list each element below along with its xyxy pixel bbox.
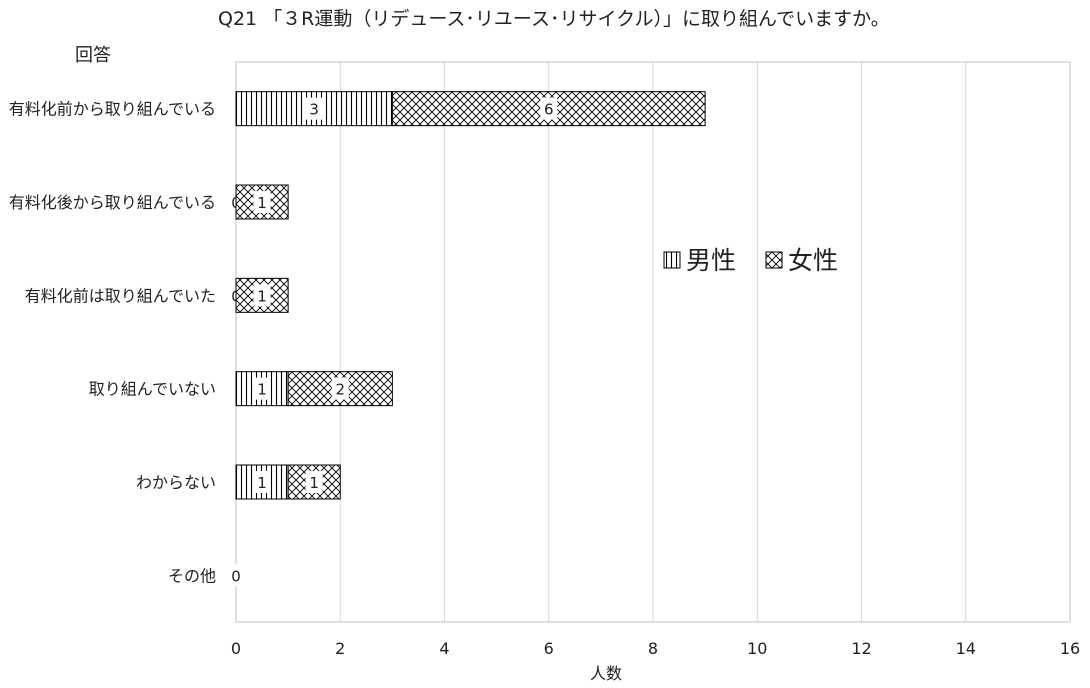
bars: 36010112110 xyxy=(227,91,706,587)
legend: 男性 女性 xyxy=(663,246,838,275)
data-label-bg xyxy=(331,377,349,400)
gridlines xyxy=(339,62,967,622)
x-tick-labels: 0 2 4 6 8 10 12 14 16 xyxy=(231,639,1080,658)
x-tick-label: 0 xyxy=(231,639,241,658)
data-label: 1 xyxy=(309,474,319,492)
data-label-bg xyxy=(253,377,271,400)
plot-frame xyxy=(235,61,1071,623)
data-label-bg xyxy=(253,471,271,493)
y-axis-label: 回答 xyxy=(75,45,111,66)
category-label: 有料化後から取り組んでいる xyxy=(9,193,216,212)
data-label: 0 xyxy=(231,567,241,585)
data-label: 3 xyxy=(309,101,319,119)
chart-title: Q21 「３R運動（リデュース･リユース･リサイクル）」に取り組んでいますか。 xyxy=(218,8,890,30)
x-tick-label: 12 xyxy=(851,639,871,658)
legend-label: 男性 xyxy=(686,246,736,275)
x-tick-label: 14 xyxy=(956,639,976,658)
data-label: 6 xyxy=(544,101,554,119)
data-label: 2 xyxy=(335,381,345,399)
legend-swatch xyxy=(663,251,681,269)
x-tick-label: 2 xyxy=(335,639,345,658)
data-label: 1 xyxy=(257,194,267,212)
category-labels: 有料化前から取り組んでいる有料化後から取り組んでいる有料化前は取り組んでいた取り… xyxy=(9,100,216,586)
data-label-bg xyxy=(305,97,323,120)
data-label-bg xyxy=(253,191,271,213)
category-label: 有料化前は取り組んでいた xyxy=(25,286,216,305)
data-label: 1 xyxy=(257,474,267,492)
x-tick-label: 6 xyxy=(544,639,554,658)
data-label-bg xyxy=(305,471,323,493)
category-label: 有料化前から取り組んでいる xyxy=(9,100,216,119)
data-label: 1 xyxy=(257,287,267,305)
bar-segment xyxy=(235,277,289,313)
x-axis-label: 人数 xyxy=(590,664,622,683)
category-label: 取り組んでいない xyxy=(89,380,216,399)
data-label-bg xyxy=(253,284,271,307)
legend-swatch xyxy=(765,251,783,269)
category-label: わからない xyxy=(136,473,216,492)
data-label: 1 xyxy=(257,381,267,399)
x-tick-label: 4 xyxy=(439,639,449,658)
category-label: その他 xyxy=(168,566,216,585)
x-tick-label: 8 xyxy=(648,639,658,658)
legend-label: 女性 xyxy=(788,246,838,275)
x-tick-label: 16 xyxy=(1060,639,1080,658)
x-tick-label: 10 xyxy=(747,639,767,658)
data-label-bg xyxy=(540,97,558,120)
data-label-bg xyxy=(227,564,245,587)
